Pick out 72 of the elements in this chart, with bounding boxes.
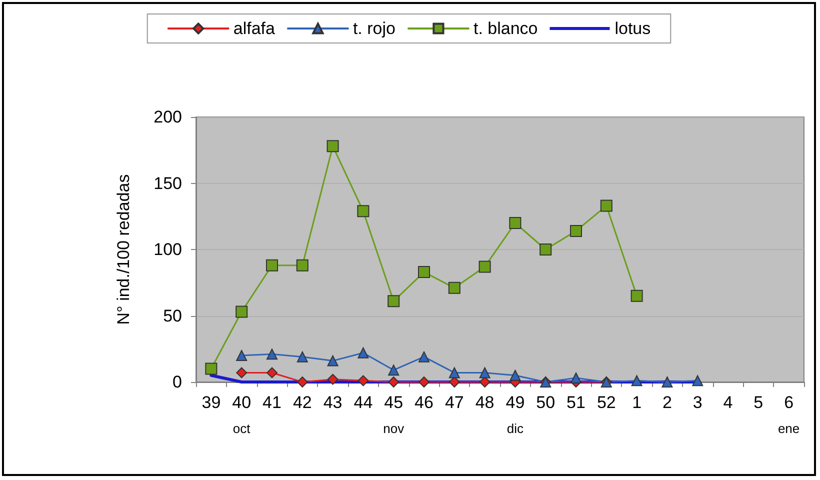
- x-tick-label: 43: [323, 393, 342, 412]
- x-tick-label: 46: [414, 393, 434, 412]
- point: [478, 260, 491, 273]
- point: [662, 376, 673, 388]
- text: dic: [506, 421, 524, 436]
- y-tick-label: 150: [154, 174, 182, 193]
- point: [296, 259, 308, 272]
- point: [418, 351, 430, 362]
- x-tick-label: 4: [723, 393, 733, 412]
- point: [296, 376, 308, 388]
- y-tick-label: 0: [172, 372, 182, 392]
- point: [296, 351, 308, 362]
- point: [357, 205, 370, 218]
- point: [570, 224, 582, 237]
- legend-label: lotus: [614, 19, 651, 38]
- point: [358, 347, 369, 358]
- point: [266, 367, 278, 378]
- x-tick-label: 47: [444, 393, 464, 412]
- point: [448, 376, 460, 388]
- point: [266, 348, 278, 360]
- point: [630, 290, 643, 302]
- y-axis-title: N° ind./100 redadas: [114, 174, 133, 325]
- point: [327, 355, 338, 366]
- legend-label: alfafa: [233, 19, 276, 38]
- point: [418, 376, 430, 388]
- x-tick-label: 3: [692, 393, 702, 412]
- x-tick-label: 49: [506, 393, 525, 412]
- point: [266, 259, 278, 272]
- text: oct: [232, 421, 251, 436]
- y-tick-label: 50: [163, 306, 182, 326]
- point: [479, 367, 490, 378]
- point: [388, 295, 400, 308]
- point: [327, 374, 338, 385]
- x-tick-label: 1: [632, 393, 642, 412]
- point: [448, 282, 460, 294]
- y-tick-label: 100: [154, 240, 182, 259]
- legend-label: t. rojo: [352, 19, 396, 38]
- legend-label: t. blanco: [473, 19, 538, 38]
- point: [236, 367, 248, 378]
- x-tick-label: 44: [354, 393, 373, 412]
- point: [510, 370, 521, 381]
- x-tick-label: 2: [662, 393, 672, 412]
- x-tick-label: 40: [232, 393, 252, 412]
- point: [509, 217, 522, 229]
- point: [448, 367, 460, 378]
- x-tick-label: 5: [754, 393, 764, 412]
- point: [388, 364, 400, 376]
- point: [479, 376, 490, 388]
- point: [236, 306, 248, 318]
- point: [418, 266, 430, 278]
- y-tick-label: 200: [154, 108, 182, 126]
- text: ene: [778, 421, 800, 436]
- point: [540, 244, 552, 256]
- point: [326, 140, 339, 152]
- point: [631, 375, 642, 386]
- x-tick-label: 52: [596, 393, 616, 412]
- x-tick-label: 39: [202, 393, 221, 412]
- point: [570, 372, 582, 384]
- x-tick-label: 50: [536, 393, 556, 412]
- x-tick-label: 41: [262, 393, 282, 412]
- x-tick-label: 48: [475, 393, 494, 412]
- x-tick-label: 45: [384, 393, 404, 412]
- point: [692, 375, 704, 386]
- text: nov: [383, 421, 405, 436]
- x-tick-label: 42: [292, 393, 312, 412]
- point: [388, 376, 400, 388]
- point: [236, 350, 248, 361]
- point: [600, 200, 612, 212]
- x-tick-label: 6: [784, 393, 794, 412]
- x-tick-label: 51: [566, 393, 586, 412]
- point: [358, 375, 369, 386]
- point: [205, 362, 218, 375]
